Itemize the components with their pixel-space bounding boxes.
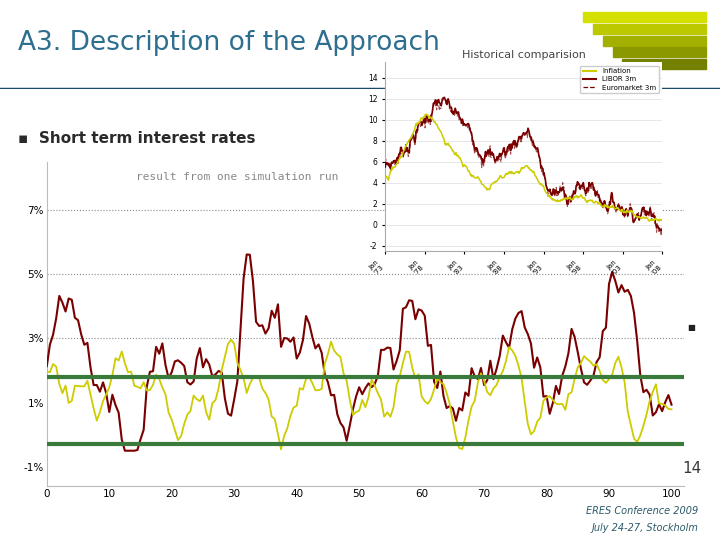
Text: ERES Conference 2009: ERES Conference 2009	[586, 505, 698, 516]
Text: ▪  Short term interest rates: ▪ Short term interest rates	[18, 131, 256, 145]
Bar	[583, 12, 706, 23]
Text: ■: ■	[687, 323, 695, 332]
Text: Faculté des sciences
économiques et sociales
Section des Hautes Études
Commercia: Faculté des sciences économiques et soci…	[576, 171, 649, 195]
Title: Historical comparision: Historical comparision	[462, 50, 586, 60]
Text: UNIVERSITÉ
DE GENÈVE: UNIVERSITÉ DE GENÈVE	[576, 102, 628, 122]
Bar	[622, 59, 706, 69]
Bar	[613, 47, 706, 57]
Bar	[603, 36, 706, 46]
Text: 14: 14	[683, 461, 702, 476]
Text: July 24-27, Stockholm: July 24-27, Stockholm	[592, 523, 698, 533]
Text: A3. Description of the Approach: A3. Description of the Approach	[18, 30, 440, 56]
Legend: Inflation, LIBOR 3m, Euromarket 3m: Inflation, LIBOR 3m, Euromarket 3m	[580, 65, 659, 93]
Bar	[593, 24, 706, 34]
Text: result from one simulation run: result from one simulation run	[136, 172, 338, 182]
